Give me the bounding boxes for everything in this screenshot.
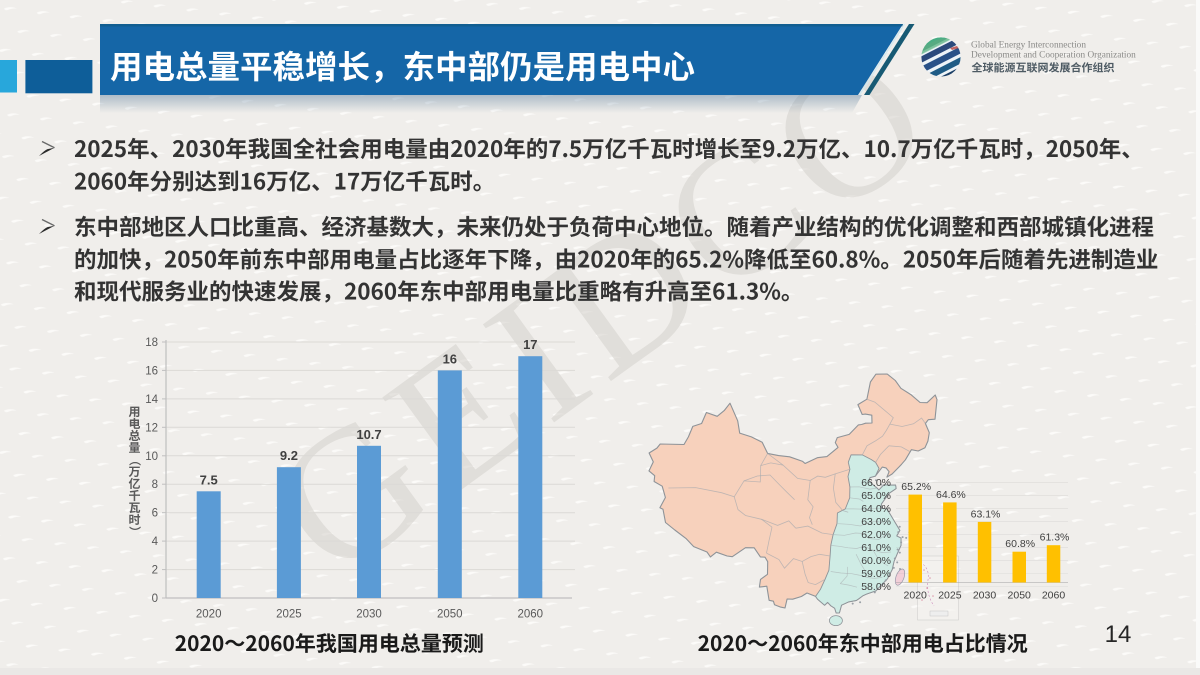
- svg-text:60.8%: 60.8%: [1005, 538, 1035, 550]
- svg-text:2020: 2020: [904, 590, 928, 602]
- svg-text:2030: 2030: [973, 590, 997, 602]
- svg-text:2025: 2025: [276, 609, 302, 621]
- svg-text:14: 14: [1105, 621, 1132, 648]
- svg-text:64.6%: 64.6%: [936, 489, 966, 501]
- svg-text:Development and Cooperation Or: Development and Cooperation Organization: [971, 51, 1136, 61]
- svg-text:2030: 2030: [356, 609, 382, 621]
- svg-text:16: 16: [443, 351, 457, 366]
- svg-text:17: 17: [523, 337, 537, 352]
- svg-text:63.1%: 63.1%: [971, 508, 1001, 520]
- svg-text:60.0%: 60.0%: [861, 555, 891, 567]
- svg-text:Global Energy Interconnection: Global Energy Interconnection: [971, 41, 1086, 51]
- svg-text:2050: 2050: [1008, 590, 1032, 602]
- svg-text:59.0%: 59.0%: [861, 568, 891, 580]
- svg-text:6: 6: [152, 508, 158, 520]
- svg-text:14: 14: [145, 394, 158, 406]
- svg-text:7.5: 7.5: [200, 472, 218, 487]
- svg-text:58.0%: 58.0%: [861, 581, 891, 593]
- svg-text:12: 12: [145, 422, 158, 434]
- svg-text:64.0%: 64.0%: [861, 503, 891, 515]
- svg-text:63.0%: 63.0%: [861, 516, 891, 528]
- svg-text:65.0%: 65.0%: [861, 490, 891, 502]
- svg-text:4: 4: [152, 536, 159, 548]
- svg-text:2020: 2020: [196, 609, 222, 621]
- svg-text:65.2%: 65.2%: [901, 481, 931, 493]
- svg-text:9.2: 9.2: [280, 448, 298, 463]
- svg-text:62.0%: 62.0%: [861, 529, 891, 541]
- svg-text:61.3%: 61.3%: [1040, 532, 1070, 544]
- svg-text:8: 8: [152, 479, 158, 491]
- svg-text:2: 2: [152, 565, 158, 577]
- svg-text:10.7: 10.7: [356, 427, 381, 442]
- svg-text:2025: 2025: [938, 590, 962, 602]
- svg-text:10: 10: [145, 451, 158, 463]
- svg-text:18: 18: [145, 337, 158, 349]
- svg-text:0: 0: [152, 593, 158, 605]
- svg-text:2050: 2050: [437, 609, 463, 621]
- svg-text:66.0%: 66.0%: [861, 477, 891, 489]
- svg-text:61.0%: 61.0%: [861, 542, 891, 554]
- svg-text:2060: 2060: [1042, 590, 1066, 602]
- svg-text:2060: 2060: [518, 609, 544, 621]
- svg-text:16: 16: [145, 365, 158, 377]
